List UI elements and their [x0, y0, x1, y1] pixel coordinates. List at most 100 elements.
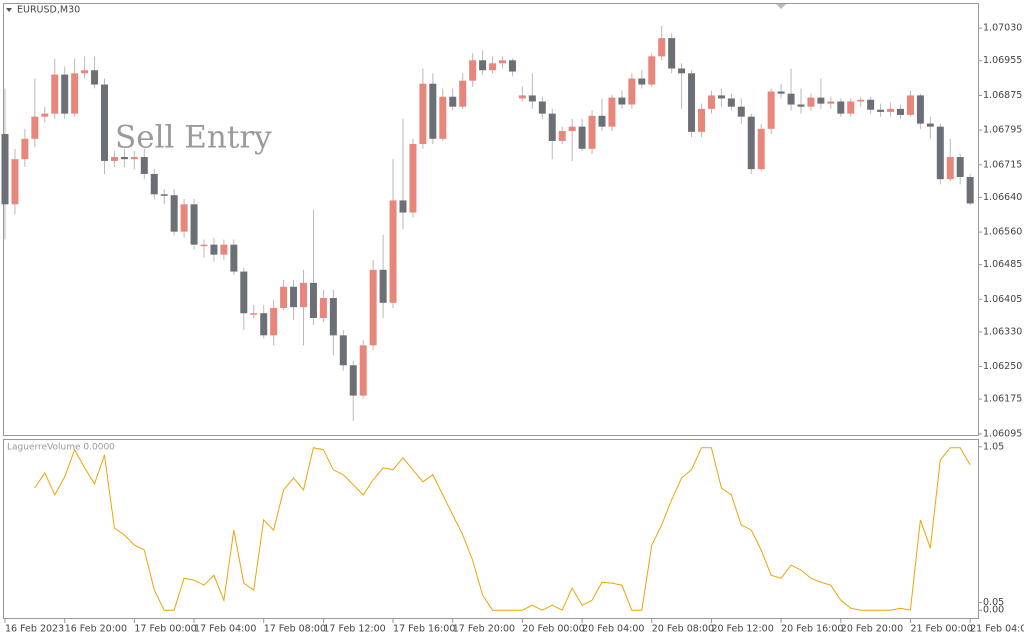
candle-body [508, 60, 516, 72]
candle-body [11, 159, 19, 205]
candle-body [300, 282, 307, 308]
candle-body [767, 91, 775, 129]
candle-body [837, 101, 845, 114]
candle-body [101, 84, 108, 161]
y-tick-label: 1.06250 [983, 361, 1022, 372]
candle-body [797, 104, 805, 107]
candle-body [727, 98, 735, 107]
candle-body [1, 134, 9, 205]
y-tick-label: 1.06095 [983, 428, 1022, 439]
candle-body [459, 80, 467, 107]
candle-body [608, 97, 616, 127]
candle-body [270, 308, 278, 336]
indicator-panel-frame [3, 439, 979, 619]
x-tick-label: 20 Feb 12:00 [711, 624, 773, 635]
candle-body [598, 115, 606, 127]
candle-body [479, 60, 487, 71]
candle-body [678, 68, 686, 74]
y-tick-label: 1.06795 [983, 125, 1022, 136]
y-tick-label: 1.06330 [983, 326, 1022, 337]
candle-body [906, 95, 914, 115]
candle-body [489, 63, 497, 71]
candle-body [290, 286, 298, 308]
y-tick-label: 1.05 [983, 441, 1004, 452]
symbol-menu-arrow[interactable] [6, 8, 12, 12]
candle-body [538, 101, 546, 114]
candle-body [120, 157, 128, 160]
x-tick-label: 17 Feb 04:00 [194, 624, 256, 635]
candle-body [777, 91, 785, 94]
candle-body [966, 176, 974, 204]
candle-body [200, 244, 208, 247]
candle-body [707, 95, 715, 109]
candle-body [897, 108, 904, 115]
x-tick-label: 20 Feb 16:00 [781, 624, 843, 635]
candle-body [419, 83, 427, 145]
candle-body [668, 38, 676, 69]
candle-body [150, 173, 158, 195]
candle-body [260, 313, 268, 336]
candle-body [747, 116, 755, 170]
x-tick-label: 21 Feb 00:00 [910, 624, 972, 635]
candle-body [81, 70, 89, 74]
y-tick-label: 1.06715 [983, 159, 1022, 170]
y-tick-label: 1.06640 [983, 192, 1022, 203]
candle-body [499, 60, 506, 64]
candle-body [847, 101, 855, 114]
candle-body [379, 269, 387, 303]
candle-body [737, 106, 745, 117]
candle-body [528, 95, 536, 102]
y-tick-label: 1.06485 [983, 259, 1022, 270]
candle-body [698, 108, 705, 132]
candle-body [807, 97, 815, 107]
x-tick-label: 20 Feb 08:00 [652, 624, 714, 635]
indicator-line [34, 447, 971, 611]
candle-body [21, 138, 29, 160]
candle-body [429, 83, 437, 139]
x-tick-label: 20 Feb 00:00 [522, 624, 584, 635]
candle-body [339, 335, 347, 366]
candle-body [648, 56, 656, 85]
candle-body [329, 298, 337, 336]
candle-body [190, 204, 198, 245]
candle-body [877, 109, 885, 112]
x-tick-label: 20 Feb 04:00 [582, 624, 644, 635]
candle-body [926, 123, 934, 127]
indicator-title: LaguerreVolume 0.0000 [7, 443, 115, 453]
candle-body [548, 113, 556, 141]
candle-body [41, 113, 49, 117]
x-tick-label: 20 Feb 20:00 [841, 624, 903, 635]
candle-body [71, 73, 79, 114]
x-tick-label: 16 Feb 20:00 [65, 624, 127, 635]
x-tick-label: 17 Feb 08:00 [264, 624, 326, 635]
candle-body [887, 108, 895, 112]
x-tick-label: 16 Feb 2023 [5, 624, 64, 635]
candle-body [250, 313, 258, 315]
candle-body [359, 345, 367, 396]
y-tick-label: 1.06175 [983, 394, 1022, 405]
y-tick-label: 0.00 [983, 605, 1004, 616]
candle-body [946, 157, 954, 180]
candle-body [280, 286, 288, 309]
y-tick-label: 0.05 [983, 597, 1004, 608]
candle-body [61, 74, 69, 114]
candle-body [628, 78, 636, 105]
annotation: Sell Entry [115, 120, 272, 156]
candle-body [717, 95, 725, 99]
candle-body [409, 144, 417, 213]
candle-body [31, 116, 39, 139]
candle-body [638, 78, 646, 85]
candle-body [349, 365, 357, 396]
candle-body [469, 60, 477, 81]
candle-body [449, 96, 457, 107]
candle-body [439, 96, 447, 139]
candle-body [857, 99, 865, 102]
x-tick-label: 17 Feb 00:00 [134, 624, 196, 635]
y-tick-label: 1.06560 [983, 227, 1022, 238]
y-tick-label: 1.06875 [983, 90, 1022, 101]
chart-title: EURUSD,M30 [17, 5, 80, 16]
candle-body [757, 128, 765, 170]
candle-body [867, 99, 875, 110]
